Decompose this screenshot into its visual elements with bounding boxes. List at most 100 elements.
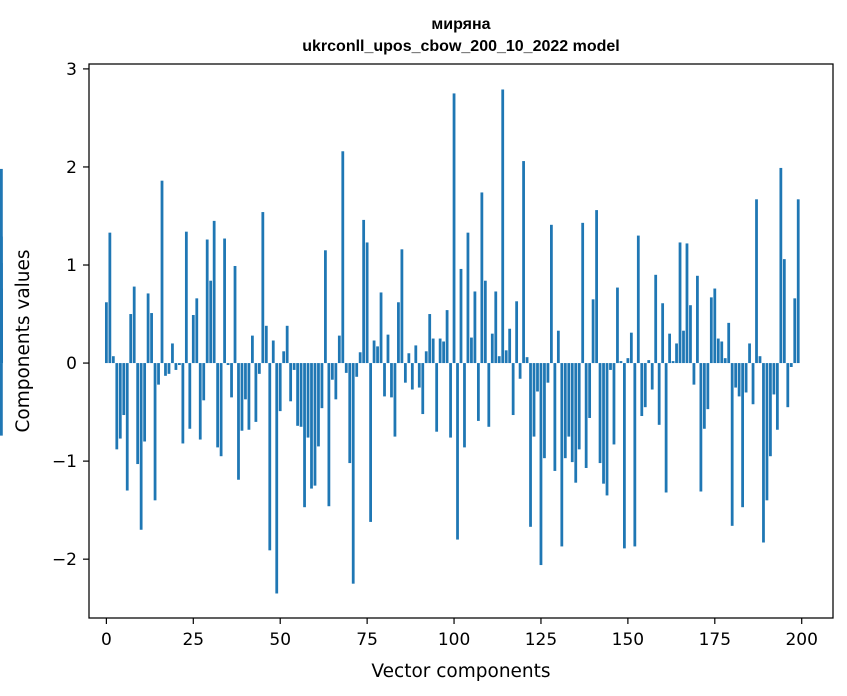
- bar-188: [758, 356, 762, 364]
- bar-148: [619, 361, 623, 364]
- bar-162: [668, 333, 671, 364]
- bar-61: [317, 363, 320, 447]
- bar-168: [689, 305, 692, 364]
- bar-192: [772, 363, 776, 395]
- bar-40: [244, 363, 247, 400]
- bar-54: [292, 363, 296, 370]
- bar-165: [678, 242, 682, 364]
- bar-182: [737, 363, 741, 397]
- bar-65: [330, 363, 334, 380]
- bar-119: [518, 363, 522, 379]
- bar-164: [675, 343, 678, 364]
- bar-29: [205, 239, 209, 364]
- x-tick-label: 75: [356, 630, 378, 650]
- bar-80: [383, 363, 386, 397]
- bar-58: [306, 363, 310, 438]
- bar-24: [188, 363, 192, 429]
- bar-110: [487, 363, 491, 427]
- bar-12: [146, 293, 150, 364]
- bar-42: [251, 335, 254, 364]
- bar-172: [702, 363, 706, 429]
- bar-33: [219, 363, 223, 457]
- bar-173: [706, 363, 710, 410]
- bar-120: [522, 161, 525, 364]
- bar-118: [515, 301, 519, 364]
- bar-174: [709, 297, 713, 364]
- bar-136: [577, 363, 581, 450]
- bar-34: [223, 238, 226, 364]
- bar-159: [657, 363, 661, 425]
- bar-16: [160, 180, 164, 364]
- bar-116: [508, 328, 512, 364]
- bar-196: [786, 363, 790, 408]
- bar-62: [320, 363, 324, 409]
- bar-193: [775, 363, 779, 430]
- bar-117: [511, 363, 515, 416]
- bar-139: [588, 363, 592, 418]
- bar-57: [303, 363, 306, 508]
- bar-145: [609, 363, 612, 370]
- bar-undefined: [0, 363, 3, 436]
- bar-66: [334, 363, 338, 400]
- bar-155: [643, 363, 647, 408]
- bar-187: [755, 199, 758, 364]
- bar-undefined: [0, 288, 3, 364]
- bar-59: [310, 363, 313, 489]
- bar-166: [682, 330, 685, 364]
- bar-25: [191, 315, 195, 364]
- x-axis-label: Vector components: [371, 661, 550, 682]
- bar-92: [424, 351, 428, 364]
- bar-122: [529, 363, 532, 527]
- bar-133: [567, 363, 571, 437]
- bar-150: [626, 358, 630, 364]
- bar-129: [553, 363, 557, 471]
- bar-41: [247, 363, 251, 430]
- x-tick-label: 100: [438, 630, 470, 650]
- x-axis-ticks: 0 25 50 75 100 125 150 175 200: [101, 618, 818, 650]
- bar-21: [178, 363, 181, 366]
- y-axis-ticks: −2 −1 0 1 2 3: [52, 60, 89, 570]
- bar-175: [713, 288, 717, 364]
- bar-10: [139, 363, 143, 530]
- bar-71: [351, 363, 355, 584]
- bar-47: [268, 363, 272, 551]
- bar-18: [167, 363, 171, 374]
- bar-97: [442, 341, 446, 364]
- bar-142: [598, 363, 602, 464]
- bar-94: [431, 338, 435, 364]
- bar-7: [129, 314, 133, 364]
- bar-102: [459, 268, 463, 364]
- bar-128: [550, 224, 553, 364]
- bar-76: [369, 363, 372, 522]
- bar-79: [379, 292, 383, 364]
- bar-0: [104, 302, 108, 364]
- bar-67: [337, 335, 341, 364]
- bar-53: [289, 363, 293, 402]
- bar-45: [261, 212, 265, 364]
- bar-132: [563, 363, 567, 459]
- x-tick-label: 0: [101, 630, 112, 650]
- bar-9: [136, 363, 140, 465]
- bar-84: [397, 302, 400, 364]
- bar-115: [504, 350, 508, 364]
- bar-198: [793, 298, 797, 364]
- bar-5: [122, 363, 126, 416]
- y-tick-label: 1: [66, 256, 77, 276]
- bar-52: [285, 325, 289, 364]
- bar-199: [796, 199, 800, 364]
- bar-113: [497, 356, 501, 364]
- bar-157: [650, 363, 654, 390]
- bar-32: [216, 363, 220, 448]
- bar-36: [230, 363, 233, 398]
- bar-3: [115, 363, 119, 450]
- bar-149: [623, 363, 626, 549]
- bar-2: [111, 356, 115, 364]
- bar-74: [362, 219, 366, 364]
- bar-51: [282, 351, 286, 364]
- x-tick-label: 50: [269, 630, 291, 650]
- bar-176: [716, 338, 720, 364]
- bar-11: [143, 363, 147, 442]
- bar-151: [629, 332, 633, 364]
- bar-152: [633, 363, 637, 547]
